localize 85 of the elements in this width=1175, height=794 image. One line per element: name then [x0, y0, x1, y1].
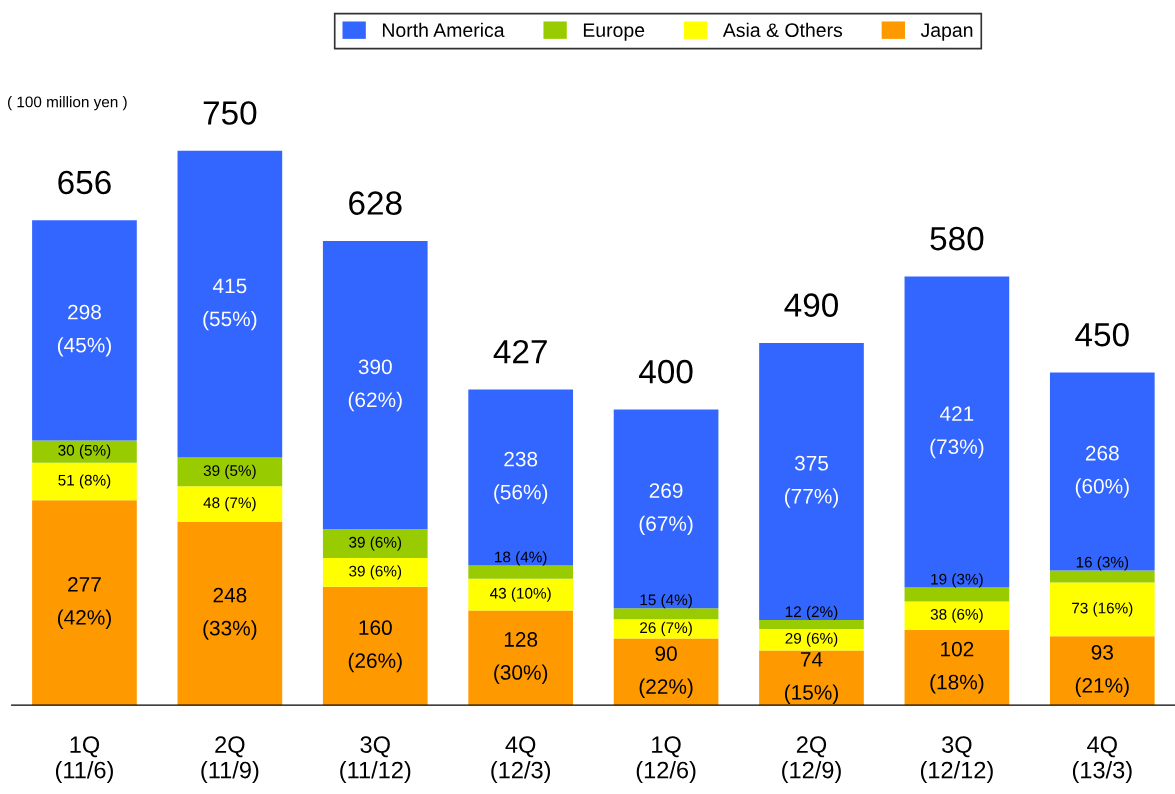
x-tick-label: 2Q (12/9) — [782, 736, 841, 784]
bar — [32, 500, 137, 706]
bar — [759, 620, 864, 629]
data-label: 160 (26%) — [348, 620, 402, 673]
data-label: 102 (18%) — [930, 641, 984, 694]
bar — [613, 608, 719, 620]
data-label: 269 (67%) — [639, 483, 693, 536]
x-tick-label: 4Q (13/3) — [1072, 736, 1132, 784]
legend-label: North America — [382, 22, 505, 38]
bar — [322, 240, 428, 530]
data-label: 39 (5%) — [203, 464, 256, 480]
legend-label: Asia & Others — [722, 22, 843, 38]
legend-label: Japan — [920, 23, 973, 41]
bar — [322, 558, 428, 587]
total-label: 427 — [493, 339, 547, 364]
total-label: 750 — [203, 101, 257, 125]
x-tick-label: 3Q (11/12) — [340, 736, 411, 784]
bar — [468, 389, 574, 566]
data-label: 19 (3%) — [931, 573, 983, 588]
bar — [759, 650, 864, 706]
bar — [177, 150, 283, 458]
bar — [759, 628, 864, 651]
data-label: 268 (60%) — [1075, 445, 1129, 498]
x-tick-label: 1Q (12/6) — [636, 736, 696, 784]
data-label: 90 (22%) — [639, 646, 693, 699]
total-label: 656 — [58, 170, 111, 195]
data-label: 93 (21%) — [1075, 645, 1129, 697]
data-label: 51 (8%) — [58, 474, 111, 489]
bar — [468, 565, 574, 579]
data-label: 421 (73%) — [930, 406, 984, 459]
data-label: 74 (15%) — [784, 652, 838, 704]
total-label: 580 — [930, 226, 984, 251]
bar — [613, 619, 719, 639]
data-label: 277 (42%) — [57, 577, 111, 629]
data-label: 375 (77%) — [784, 455, 838, 508]
bar — [904, 601, 1010, 630]
bar — [32, 440, 137, 463]
bar — [613, 638, 719, 706]
total-label: 450 — [1075, 322, 1129, 347]
data-label: 48 (7%) — [203, 496, 256, 512]
total-label: 400 — [639, 359, 693, 384]
bar — [32, 462, 137, 501]
bar — [1049, 570, 1155, 583]
data-label: 39 (6%) — [349, 536, 402, 551]
data-label: 238 (56%) — [494, 451, 548, 504]
data-label: 39 (6%) — [349, 565, 402, 580]
bar — [1049, 636, 1155, 706]
x-tick-label: 4Q (12/3) — [491, 736, 551, 784]
bar — [1049, 582, 1155, 637]
data-label: 128 (30%) — [494, 632, 548, 684]
data-label: 30 (5%) — [58, 444, 111, 459]
data-label: 73 (16%) — [1072, 602, 1133, 617]
data-label: 12 (2%) — [785, 605, 838, 621]
data-label: 248 (33%) — [203, 587, 257, 640]
data-label: 43 (10%) — [490, 587, 551, 602]
data-label: 38 (6%) — [930, 608, 983, 623]
bar — [468, 610, 574, 706]
legend-label: Europe — [583, 23, 645, 41]
bar — [322, 529, 428, 558]
data-label: 390 (62%) — [348, 359, 402, 412]
bar — [177, 521, 283, 706]
bar — [904, 629, 1010, 706]
bar — [904, 276, 1010, 588]
data-label: 415 (55%) — [203, 278, 257, 331]
data-label: 18 (4%) — [495, 551, 547, 566]
data-label: 29 (6%) — [785, 632, 838, 647]
bar — [468, 578, 574, 611]
data-label: 298 (45%) — [57, 304, 111, 357]
bar — [322, 586, 428, 706]
data-label: 26 (7%) — [640, 621, 692, 637]
total-label: 628 — [349, 191, 402, 215]
bar — [177, 486, 283, 522]
x-tick-label: 1Q (11/6) — [55, 736, 113, 784]
bar — [1049, 372, 1155, 571]
bar — [613, 409, 719, 609]
data-label: 16 (3%) — [1076, 556, 1129, 571]
text: ( 100 million yen ) — [8, 96, 127, 111]
x-tick-label: 2Q (11/9) — [201, 736, 259, 784]
data-label: 15 (4%) — [640, 594, 692, 609]
bar — [759, 342, 864, 621]
total-label: 490 — [784, 293, 838, 317]
bar — [904, 587, 1010, 602]
x-tick-label: 3Q (12/12) — [920, 736, 993, 784]
bar — [177, 457, 283, 487]
bar — [32, 220, 137, 441]
